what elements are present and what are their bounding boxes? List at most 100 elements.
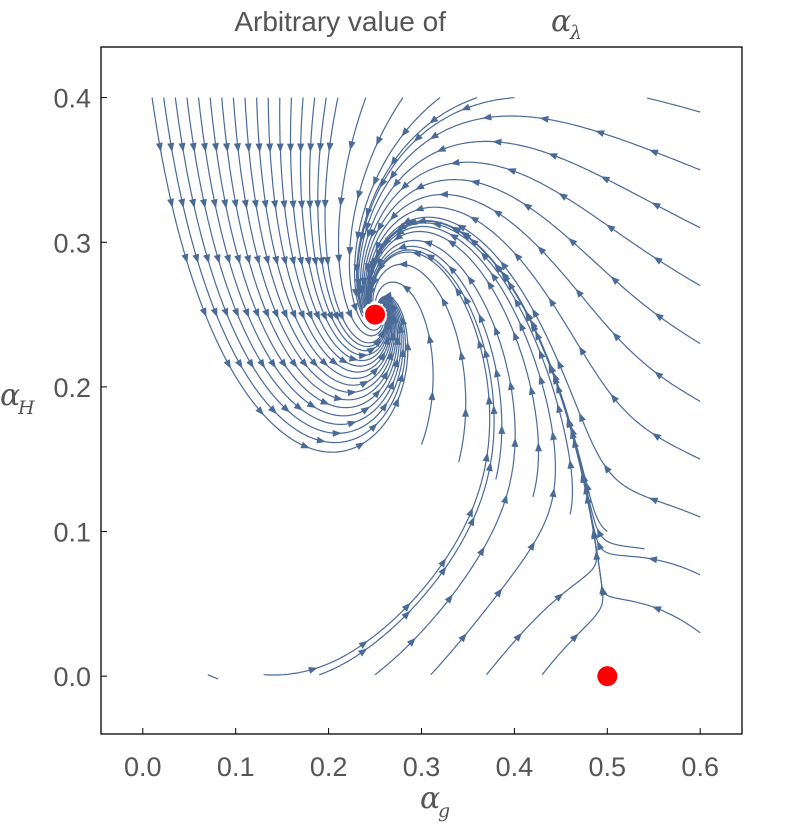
stream-arrow (493, 210, 503, 218)
stream-arrow (649, 149, 659, 157)
stream-arrow (379, 402, 388, 412)
stream-arrow (271, 200, 279, 210)
stream-arrow (224, 254, 231, 264)
stream-arrow (308, 667, 318, 674)
stream-arrow (203, 253, 210, 264)
stream-arrow (483, 348, 491, 359)
stream-arrow (189, 142, 197, 153)
stream-arrow (307, 143, 315, 153)
stream-arrow (192, 253, 200, 264)
stream-arrow (212, 142, 219, 153)
stream-arrow (648, 556, 658, 564)
stream-arrow (364, 221, 372, 232)
x-axis-label: α g (420, 781, 450, 822)
stream-arrow (313, 310, 321, 321)
stream-arrow (389, 303, 398, 313)
stream-arrow (449, 233, 459, 242)
y-axis-label: α H (0, 378, 35, 419)
stream-arrow (317, 256, 325, 267)
stream-arrow (376, 136, 384, 146)
stream-arrow (606, 224, 616, 233)
stream-arrow (556, 403, 564, 414)
stream-arrow (494, 588, 503, 598)
stream-arrow (181, 253, 189, 264)
stream-arrow (537, 246, 547, 255)
stream-arrow (568, 237, 578, 247)
y-axis-label-subscript: H (17, 397, 35, 419)
stream-arrow (320, 311, 327, 321)
stream-arrow (599, 584, 607, 595)
stream-line (354, 97, 441, 317)
stream-arrow (651, 202, 661, 210)
stream-arrow (506, 168, 517, 175)
y-axis-label-symbol: α (0, 378, 20, 413)
stream-arrow (297, 310, 305, 320)
stream-arrow (319, 357, 329, 367)
stream-arrow (448, 265, 457, 275)
stream-arrow (539, 349, 546, 360)
stream-arrow (441, 297, 449, 307)
stream-arrow (579, 346, 587, 356)
stream-arrow (326, 311, 334, 321)
stream-arrow (438, 190, 449, 198)
stream-arrow (348, 354, 359, 362)
stream-arrow (311, 257, 319, 267)
stream-arrow (155, 142, 163, 152)
stream-arrow (567, 417, 574, 428)
stream-arrow (490, 405, 498, 415)
stream-arrow (610, 393, 619, 404)
stream-arrow (309, 358, 319, 368)
y-tick-label: 0.3 (53, 228, 91, 258)
stream-arrow (477, 339, 484, 349)
stream-arrow (469, 216, 480, 224)
stream-arrow (167, 198, 174, 208)
x-tick-label: 0.1 (217, 752, 255, 782)
stream-arrow (210, 307, 218, 318)
stream-arrow (535, 442, 543, 452)
stream-arrow (293, 402, 303, 411)
stream-arrow (401, 610, 411, 620)
stream-arrow (167, 142, 175, 152)
stream-arrow (289, 200, 297, 210)
stream-arrow (390, 156, 399, 166)
stream-arrow (462, 407, 469, 417)
y-tick-label: 0.0 (53, 662, 91, 692)
stream-arrow (358, 640, 368, 649)
stream-arrow (389, 170, 398, 180)
stream-line (244, 97, 394, 386)
stream-arrow (271, 309, 279, 319)
stream-arrow (461, 103, 471, 111)
stream-arrow (178, 142, 186, 152)
stream-arrow (400, 181, 410, 191)
stream-arrow (492, 138, 502, 146)
stream-arrow (337, 197, 345, 207)
x-axis-ticks: 0.0 0.1 0.2 0.3 0.4 0.5 0.6 (124, 728, 719, 782)
stream-arrow (414, 204, 425, 212)
stream-line (207, 674, 219, 680)
stream-arrow (653, 256, 663, 265)
stream-arrow (654, 312, 664, 322)
stream-arrow (579, 412, 586, 423)
stream-arrow (500, 261, 509, 271)
stream-arrow (210, 198, 218, 209)
stream-arrow (444, 594, 453, 604)
stream-arrow (513, 331, 520, 341)
stream-line (365, 206, 701, 460)
stream-arrow (603, 464, 612, 474)
stream-arrow (378, 351, 386, 362)
stream-arrow (200, 198, 207, 209)
stream-arrow (522, 203, 533, 211)
stream-arrow (375, 241, 383, 251)
stream-arrow (332, 430, 342, 437)
stream-arrow (463, 295, 472, 305)
y-tick-label: 0.1 (53, 518, 91, 548)
stream-arrow (575, 288, 584, 298)
stream-arrow (401, 602, 411, 612)
stream-arrow (405, 218, 416, 226)
stream-arrow (527, 541, 535, 551)
stream-arrow (380, 370, 388, 380)
stream-arrow (323, 256, 331, 266)
stream-arrow (538, 375, 546, 385)
stream-arrow (326, 142, 334, 152)
stream-line (367, 220, 701, 634)
